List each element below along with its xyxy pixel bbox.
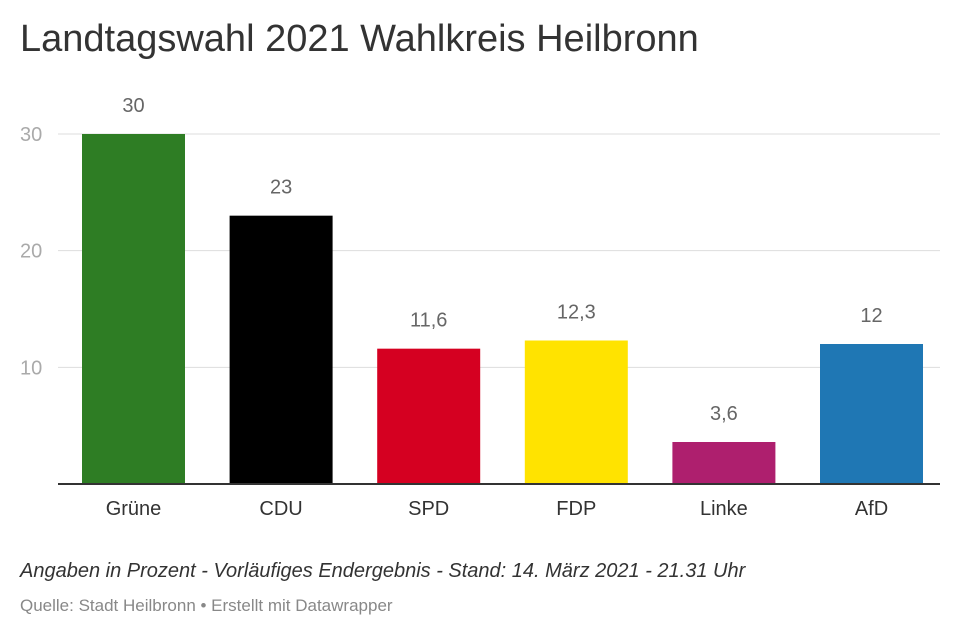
category-label: FDP <box>556 498 596 520</box>
chart-source: Quelle: Stadt Heilbronn • Erstellt mit D… <box>20 596 393 615</box>
chart-title: Landtagswahl 2021 Wahlkreis Heilbronn <box>20 18 699 60</box>
value-label: 12,3 <box>557 302 596 324</box>
chart-note: Angaben in Prozent - Vorläufiges Enderge… <box>20 560 746 582</box>
category-label: Grüne <box>106 498 162 520</box>
value-label: 11,6 <box>410 310 447 332</box>
category-label: SPD <box>408 498 449 520</box>
bar-linke <box>672 442 776 484</box>
y-tick-label: 20 <box>20 241 42 263</box>
value-label: 23 <box>270 177 292 199</box>
bar-spd <box>377 348 481 484</box>
y-tick-label: 30 <box>20 124 42 146</box>
category-label: Linke <box>700 498 748 520</box>
y-tick-label: 10 <box>20 357 42 379</box>
bar-grüne <box>82 134 185 484</box>
value-label: 30 <box>122 95 144 117</box>
value-label: 12 <box>860 305 882 327</box>
bar-cdu <box>229 215 333 484</box>
category-label: AfD <box>855 498 888 520</box>
value-label: 3,6 <box>710 403 738 425</box>
category-label: CDU <box>259 498 302 520</box>
bar-fdp <box>524 340 628 484</box>
bar-afd <box>820 344 923 484</box>
